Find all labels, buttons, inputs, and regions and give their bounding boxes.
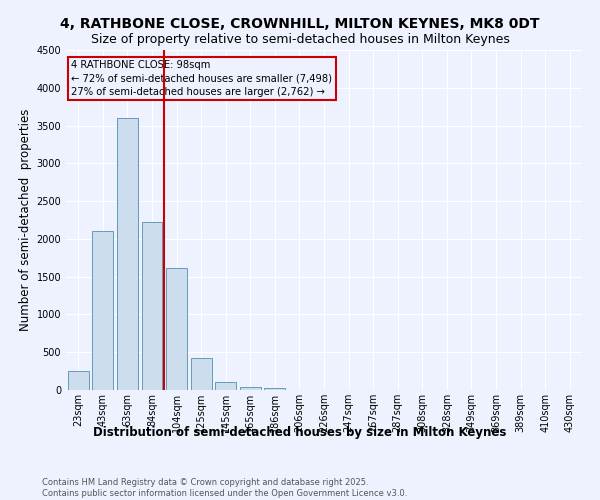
Text: 4, RATHBONE CLOSE, CROWNHILL, MILTON KEYNES, MK8 0DT: 4, RATHBONE CLOSE, CROWNHILL, MILTON KEY… — [60, 18, 540, 32]
Text: Size of property relative to semi-detached houses in Milton Keynes: Size of property relative to semi-detach… — [91, 32, 509, 46]
Bar — [68, 371, 89, 390]
Text: 4 RATHBONE CLOSE: 98sqm
← 72% of semi-detached houses are smaller (7,498)
27% of: 4 RATHBONE CLOSE: 98sqm ← 72% of semi-de… — [71, 60, 332, 96]
Bar — [215, 382, 236, 390]
Bar — [265, 388, 286, 390]
Bar — [117, 118, 138, 390]
Bar — [166, 268, 187, 390]
Text: Contains HM Land Registry data © Crown copyright and database right 2025.
Contai: Contains HM Land Registry data © Crown c… — [42, 478, 407, 498]
Bar — [191, 358, 212, 390]
Text: Distribution of semi-detached houses by size in Milton Keynes: Distribution of semi-detached houses by … — [94, 426, 506, 439]
Bar — [240, 386, 261, 390]
Bar — [92, 232, 113, 390]
Y-axis label: Number of semi-detached  properties: Number of semi-detached properties — [19, 109, 32, 331]
Bar — [142, 222, 163, 390]
